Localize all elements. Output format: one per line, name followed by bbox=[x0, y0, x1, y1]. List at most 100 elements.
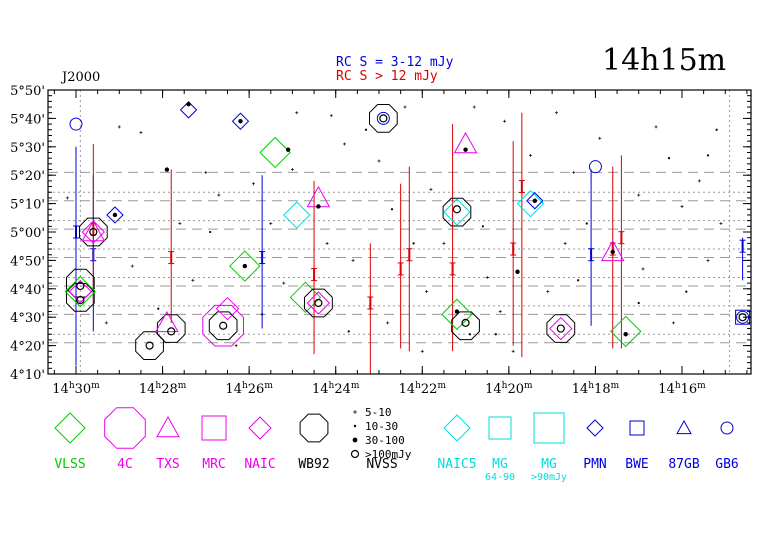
nvss-source bbox=[316, 204, 321, 209]
legend-mg2-symbol bbox=[533, 412, 565, 444]
marker-txs bbox=[81, 219, 106, 242]
marker-pmn bbox=[231, 112, 250, 130]
nvss-source bbox=[261, 313, 264, 316]
nvss-faint-source bbox=[342, 142, 346, 146]
marker-wb92-shape bbox=[442, 197, 472, 227]
marker-naic bbox=[81, 220, 106, 244]
nvss-faint-source bbox=[104, 321, 108, 325]
marker-pmn-shape bbox=[526, 192, 544, 210]
marker-txs bbox=[453, 131, 478, 154]
nvss-source bbox=[494, 333, 497, 336]
marker-naic5 bbox=[283, 201, 311, 229]
nvss-source bbox=[463, 147, 468, 152]
marker-vlss bbox=[610, 315, 642, 348]
rc-faint-note: RC S = 3-12 mJy bbox=[336, 55, 454, 70]
marker-wb92-shape bbox=[66, 283, 95, 312]
nvss-faint-source bbox=[572, 170, 576, 174]
marker-vlss-shape bbox=[441, 298, 473, 331]
nvss-faint-source bbox=[217, 193, 221, 197]
legend-naic5-symbol-shape bbox=[443, 414, 471, 442]
legend-naic5-label: NAIC5 bbox=[437, 457, 476, 472]
marker-txs-shape bbox=[600, 239, 625, 262]
nvss-faint-source bbox=[554, 111, 558, 115]
y-tick-label: 4°40' bbox=[10, 283, 45, 298]
nvss-faint-source bbox=[290, 168, 294, 172]
marker-naic bbox=[68, 279, 93, 304]
nvss-source bbox=[314, 298, 323, 308]
nvss-faint-source bbox=[654, 125, 658, 129]
y-tick-label: 5°10' bbox=[10, 198, 45, 213]
legend-txs-symbol-shape bbox=[156, 415, 180, 438]
x-tick-label: 14h22m bbox=[399, 381, 447, 397]
nvss-source bbox=[379, 114, 388, 123]
legend-87gb-symbol-shape bbox=[676, 419, 692, 435]
legend-4c-symbol bbox=[104, 407, 146, 449]
marker-txs bbox=[155, 310, 179, 333]
nvss-faint-source bbox=[130, 264, 134, 268]
nvss-faint-source bbox=[498, 310, 502, 314]
nvss-source bbox=[452, 205, 462, 214]
marker-pmn-shape bbox=[106, 206, 124, 224]
nvss-source bbox=[209, 230, 212, 234]
catalog-legend: VLSS 4C TXS MRC NAIC WB92 5-1010-3030-100>100m… bbox=[54, 406, 739, 483]
marker-naic5-shape bbox=[516, 189, 545, 218]
legend-naic-label: NAIC bbox=[244, 457, 275, 472]
nvss-faint-source bbox=[282, 281, 286, 285]
legend-pmn-symbol-shape bbox=[586, 419, 604, 437]
legend-mrc-label: MRC bbox=[202, 457, 225, 472]
marker-vlss bbox=[441, 298, 473, 331]
marker-wb92 bbox=[442, 197, 472, 227]
nvss-faint-source bbox=[204, 170, 208, 174]
nvss-faint-source bbox=[117, 125, 121, 129]
nvss-source bbox=[412, 242, 415, 245]
marker-wb92 bbox=[66, 283, 95, 312]
legend-txs-label: TXS bbox=[156, 457, 179, 472]
marker-wb92-shape bbox=[546, 314, 576, 343]
y-tick-label: 5°00' bbox=[10, 226, 45, 241]
legend-wb92-symbol bbox=[299, 413, 329, 443]
nvss-faint-source bbox=[503, 119, 507, 123]
nvss-source bbox=[219, 321, 228, 330]
marker-4c bbox=[202, 304, 244, 347]
nvss-faint-source bbox=[191, 278, 195, 282]
y-tick-label: 4°10' bbox=[10, 368, 45, 383]
marker-gb6-shape bbox=[376, 111, 390, 125]
marker-gb6 bbox=[588, 160, 602, 174]
marker-vlss-shape bbox=[610, 315, 642, 348]
nvss-faint-source bbox=[637, 193, 641, 197]
marker-wb92-shape bbox=[208, 311, 238, 341]
nvss-source bbox=[285, 147, 291, 152]
nvss-faint-source bbox=[485, 275, 489, 279]
marker-naic-shape bbox=[549, 316, 573, 341]
legend-mg2-symbol-shape bbox=[533, 412, 565, 444]
nvss-source bbox=[481, 225, 484, 228]
rc-source-red bbox=[518, 112, 525, 357]
x-tick-label: 14h16m bbox=[658, 381, 706, 397]
nvss-faint-source bbox=[234, 344, 238, 348]
nvss-faint-source bbox=[139, 131, 143, 135]
nvss-faint-source bbox=[325, 241, 329, 245]
y-tick-label: 5°30' bbox=[10, 141, 45, 156]
rc-source-red bbox=[311, 180, 318, 355]
legend-nvss-symbol bbox=[352, 437, 358, 443]
rc-source-red bbox=[168, 169, 175, 323]
nvss-faint-source bbox=[403, 105, 407, 109]
nvss-faint-source bbox=[178, 221, 182, 225]
marker-txs-shape bbox=[155, 310, 179, 333]
nvss-source bbox=[556, 324, 565, 333]
legend-mg1-label: MG bbox=[492, 457, 508, 472]
nvss-faint-source bbox=[511, 349, 515, 353]
nvss-faint-source bbox=[351, 258, 355, 262]
legend-pmn-label: PMN bbox=[583, 457, 606, 472]
marker-wb92 bbox=[451, 311, 480, 341]
rc-source-red bbox=[367, 243, 374, 374]
marker-wb92 bbox=[156, 314, 186, 343]
nvss-source bbox=[242, 263, 248, 269]
y-tick-label: 4°30' bbox=[10, 311, 45, 326]
legend-4c-label: 4C bbox=[117, 457, 133, 472]
nvss-faint-source bbox=[706, 258, 710, 262]
epoch-label: J2000 bbox=[60, 70, 100, 85]
marker-pmn-shape bbox=[179, 101, 198, 119]
legend-nvss-symbol bbox=[350, 449, 360, 459]
marker-wb92 bbox=[304, 288, 333, 318]
